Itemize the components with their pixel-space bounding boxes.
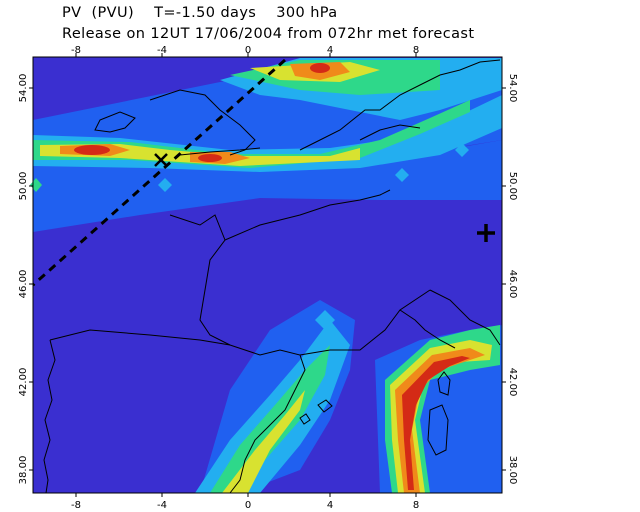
trajectory-line bbox=[32, 58, 286, 287]
lat-tick-left: 46.00 bbox=[18, 270, 29, 299]
lat-tick-right: 54.00 bbox=[507, 74, 518, 103]
lat-tick-right: 42.00 bbox=[507, 368, 518, 397]
lon-tick-bottom: -4 bbox=[157, 500, 167, 511]
map-frame bbox=[32, 56, 503, 494]
lon-tick-bottom: 4 bbox=[327, 500, 333, 511]
pv-field bbox=[30, 58, 502, 493]
release-point-marker bbox=[477, 224, 495, 242]
lon-tick-top: 8 bbox=[413, 45, 419, 56]
lat-ticks: 54.00 50.00 46.00 42.00 38.00 54.00 50.0… bbox=[18, 74, 518, 485]
lon-tick-top: -8 bbox=[71, 45, 81, 56]
lon-tick-top: -4 bbox=[157, 45, 167, 56]
lon-tick-top: 4 bbox=[327, 45, 333, 56]
lat-tick-right: 38.00 bbox=[507, 456, 518, 485]
lon-ticks: -8 -4 0 4 8 -8 -4 0 4 8 bbox=[71, 45, 419, 511]
lon-tick-bottom: 8 bbox=[413, 500, 419, 511]
lon-tick-bottom: -8 bbox=[71, 500, 81, 511]
chart-subtitle: Release on 12UT 17/06/2004 from 072hr me… bbox=[62, 26, 475, 42]
lat-tick-right: 46.00 bbox=[507, 270, 518, 299]
coastlines bbox=[43, 59, 501, 494]
lat-tick-right: 50.00 bbox=[507, 172, 518, 201]
lon-tick-top: 0 bbox=[245, 45, 251, 56]
lat-tick-left: 54.00 bbox=[18, 74, 29, 103]
lat-tick-left: 42.00 bbox=[18, 368, 29, 397]
trajectory-point-marker bbox=[154, 153, 168, 167]
lon-tick-bottom: 0 bbox=[245, 500, 251, 511]
chart-title: PV (PVU) T=-1.50 days 300 hPa bbox=[62, 5, 338, 21]
lat-tick-left: 50.00 bbox=[18, 172, 29, 201]
lat-tick-left: 38.00 bbox=[18, 456, 29, 485]
